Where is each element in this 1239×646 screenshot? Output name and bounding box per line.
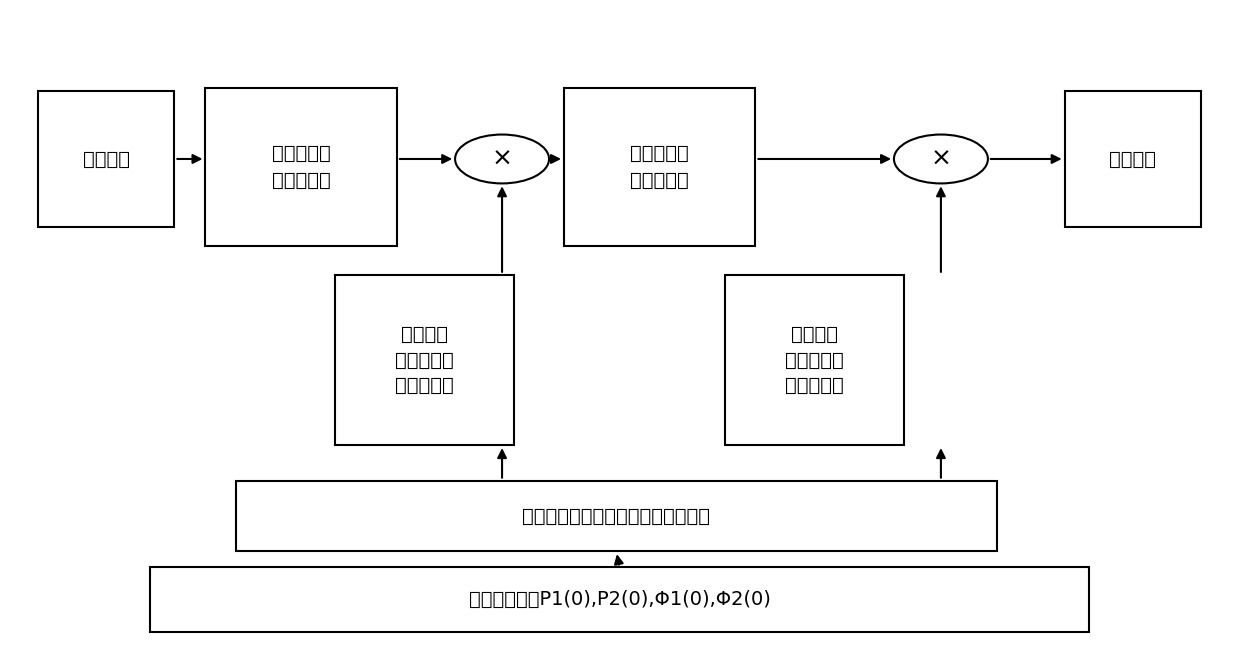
Text: ×: × [492,147,513,171]
Text: 第一分数傅: 第一分数傅 [271,171,331,190]
Bar [206,89,396,246]
Text: 机相位模板: 机相位模板 [784,351,844,370]
Bar [237,481,996,551]
Bar [1064,92,1201,227]
Bar [336,275,514,445]
Text: 立叶逆变换: 立叶逆变换 [271,144,331,163]
Text: 加密图像: 加密图像 [83,149,130,169]
Text: 第二混沌随: 第二混沌随 [784,376,844,395]
Text: 第一分数傅: 第一分数傅 [631,171,689,190]
Bar [38,92,175,227]
Bar [564,89,756,246]
Bar [150,567,1089,632]
Text: 立叶逆变换: 立叶逆变换 [631,144,689,163]
Text: 解密图像: 解密图像 [1109,149,1156,169]
Text: ×: × [930,147,952,171]
Text: 的复共轭: 的复共轭 [401,325,449,344]
Circle shape [455,134,549,183]
Circle shape [895,134,987,183]
Text: 机相位模板: 机相位模板 [395,351,455,370]
Text: 第二混沌随: 第二混沌随 [395,376,455,395]
Text: 两细胞量子细胞神经网络超混沌系统: 两细胞量子细胞神经网络超混沌系统 [523,506,710,525]
Text: 的复共轭: 的复共轭 [790,325,838,344]
Text: 设置解密密鑰P1(0),P2(0),Φ1(0),Φ2(0): 设置解密密鑰P1(0),P2(0),Φ1(0),Φ2(0) [468,590,771,609]
Bar [725,275,903,445]
